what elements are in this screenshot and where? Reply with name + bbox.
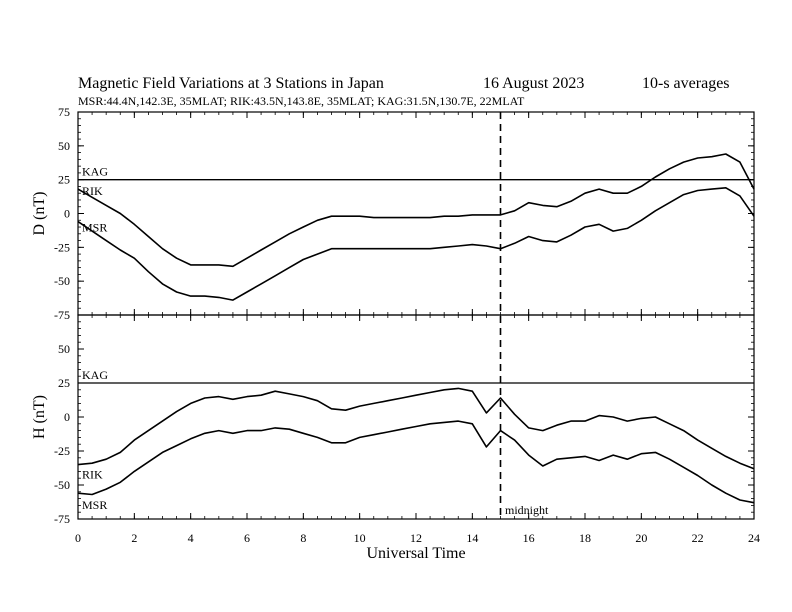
y-axis-label: H (nT)	[31, 395, 48, 439]
series-line-msr	[77, 187, 755, 301]
series-line-msr	[77, 420, 755, 504]
midnight-label: midnight	[505, 503, 549, 517]
x-tick-label: 16	[523, 531, 535, 545]
y-tick-label: -75	[54, 512, 70, 526]
x-tick-label: 22	[692, 531, 704, 545]
series-label-kag: KAG	[82, 165, 108, 179]
x-tick-label: 2	[131, 531, 137, 545]
y-tick-label: 50	[58, 342, 70, 356]
y-tick-label: 25	[58, 173, 70, 187]
series-line-rik	[77, 153, 755, 268]
x-tick-label: 24	[748, 531, 760, 545]
x-axis-label: Universal Time	[366, 545, 465, 562]
y-axis-label: D (nT)	[31, 192, 48, 236]
y-tick-label: 50	[58, 139, 70, 153]
x-tick-label: 14	[466, 531, 478, 545]
y-tick-label: -50	[54, 478, 70, 492]
series-label-msr: MSR	[82, 221, 107, 235]
chart-date: 16 August 2023	[483, 75, 584, 92]
x-tick-label: 18	[579, 531, 591, 545]
x-tick-label: 20	[635, 531, 647, 545]
plot-panels: 75 50 25 0 -25 -50 -75 D (nT) KAG RIK MSR 50 25 0 -25 -…	[31, 105, 760, 545]
panel-h: 50 25 0 -25 -50 -75 H (nT) KAG RIK MSR	[31, 314, 755, 526]
y-tick-label: 0	[64, 207, 70, 221]
chart-averaging: 10-s averages	[642, 75, 730, 92]
x-tick-label: 10	[354, 531, 366, 545]
x-tick-label: 4	[188, 531, 194, 545]
y-tick-label: -25	[54, 444, 70, 458]
series-label-rik: RIK	[82, 184, 103, 198]
panel-d: 75 50 25 0 -25 -50 -75 D (nT) KAG RIK MSR	[31, 105, 755, 322]
x-tick-label: 8	[300, 531, 306, 545]
y-tick-label: -75	[54, 308, 70, 322]
y-tick-label: -25	[54, 240, 70, 254]
x-tick-label: 0	[75, 531, 81, 545]
y-tick-label: 75	[58, 105, 70, 119]
y-tick-label: -50	[54, 274, 70, 288]
series-label-rik: RIK	[82, 468, 103, 482]
series-line-rik	[77, 387, 755, 470]
station-coordinates: MSR:44.4N,142.3E, 35MLAT; RIK:43.5N,143.…	[78, 94, 525, 108]
series-label-msr: MSR	[82, 498, 107, 512]
y-tick-label: 25	[58, 376, 70, 390]
chart-title: Magnetic Field Variations at 3 Stations …	[78, 75, 384, 92]
x-tick-label: 12	[410, 531, 422, 545]
series-label-kag: KAG	[82, 368, 108, 382]
x-tick-label: 6	[244, 531, 250, 545]
y-tick-label: 0	[64, 410, 70, 424]
